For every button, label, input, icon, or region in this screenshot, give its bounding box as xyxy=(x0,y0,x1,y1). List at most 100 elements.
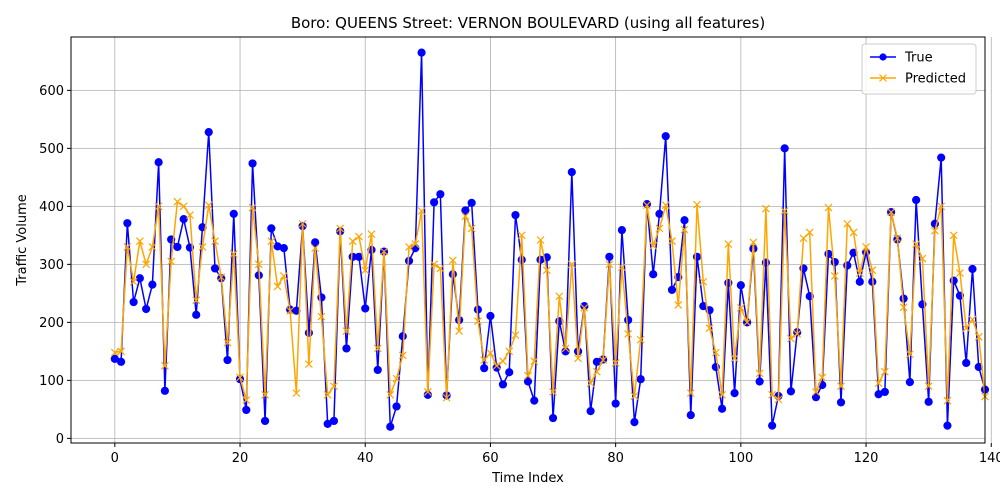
data-point xyxy=(949,231,958,240)
data-point xyxy=(849,228,858,237)
data-point xyxy=(123,243,132,251)
data-point xyxy=(736,303,745,312)
data-point xyxy=(511,210,520,220)
data-point xyxy=(173,242,182,252)
data-point xyxy=(630,392,639,400)
data-point xyxy=(605,260,614,269)
data-point xyxy=(624,315,633,325)
data-point xyxy=(211,237,219,246)
data-point xyxy=(636,335,645,344)
data-point xyxy=(786,387,796,396)
x-tick-label: 80 xyxy=(607,451,624,466)
data-point xyxy=(354,252,364,261)
data-point xyxy=(336,224,345,233)
data-point xyxy=(135,274,144,283)
data-point xyxy=(455,327,464,335)
data-point xyxy=(329,416,339,426)
data-point xyxy=(498,380,508,389)
data-point xyxy=(874,379,883,388)
data-point xyxy=(123,219,132,228)
data-point xyxy=(843,219,852,228)
data-point xyxy=(116,357,126,366)
data-point xyxy=(436,264,445,273)
data-point xyxy=(905,378,914,387)
data-point xyxy=(517,255,526,264)
data-point xyxy=(855,277,864,286)
data-point xyxy=(480,356,489,364)
x-tick-label: 20 xyxy=(232,451,249,466)
data-point xyxy=(499,357,507,366)
data-point xyxy=(968,315,977,324)
data-point xyxy=(204,128,213,137)
data-point xyxy=(799,234,808,243)
data-point xyxy=(392,374,401,383)
data-point xyxy=(173,197,182,206)
data-point xyxy=(361,304,370,313)
y-tick-label: 600 xyxy=(39,84,64,99)
data-point xyxy=(705,324,714,333)
data-point xyxy=(592,367,601,376)
data-point xyxy=(311,238,320,247)
data-point xyxy=(386,422,395,431)
data-point xyxy=(937,202,946,211)
data-point xyxy=(880,367,889,376)
data-point xyxy=(373,365,382,375)
data-point xyxy=(298,219,307,228)
data-point xyxy=(924,397,933,406)
data-point xyxy=(142,304,151,314)
data-point xyxy=(768,421,777,430)
data-point xyxy=(912,195,921,205)
data-point xyxy=(962,358,971,368)
x-tick-label: 40 xyxy=(357,451,374,466)
data-point xyxy=(380,247,388,256)
data-point xyxy=(160,361,169,370)
data-point xyxy=(548,413,558,423)
data-point xyxy=(649,270,658,279)
data-point xyxy=(198,243,207,251)
data-point xyxy=(924,382,933,391)
data-point xyxy=(217,273,226,282)
y-tick-label: 100 xyxy=(39,374,64,389)
data-point xyxy=(730,389,739,398)
data-point xyxy=(429,198,439,207)
plot-frame xyxy=(70,36,986,444)
data-point xyxy=(129,277,138,286)
data-point xyxy=(398,351,407,360)
data-point xyxy=(292,389,301,398)
data-point xyxy=(480,364,489,373)
data-point xyxy=(836,398,846,407)
data-point xyxy=(542,266,551,275)
data-point xyxy=(279,272,288,280)
data-point xyxy=(323,390,332,399)
data-point xyxy=(430,260,439,269)
data-point xyxy=(624,330,633,338)
data-point xyxy=(448,256,457,265)
data-point xyxy=(661,132,670,141)
data-point xyxy=(761,204,770,213)
data-point xyxy=(436,190,445,199)
data-point xyxy=(717,404,727,413)
data-point xyxy=(254,260,263,269)
data-point xyxy=(398,332,407,341)
data-point xyxy=(718,390,726,399)
data-point xyxy=(311,244,320,253)
data-point xyxy=(586,379,595,388)
data-point xyxy=(887,208,896,217)
data-point xyxy=(555,292,564,301)
data-point xyxy=(523,377,533,386)
data-point xyxy=(837,382,845,391)
data-point xyxy=(567,260,576,269)
data-point xyxy=(643,201,651,210)
x-tick-label: 0 xyxy=(111,451,119,466)
axis-ticks: 0 20 40 60 80 100 120 140 0 100 200 300 400 500 600 xyxy=(39,84,1000,466)
data-point xyxy=(680,216,689,225)
x-tick-label: 120 xyxy=(854,451,879,466)
data-point xyxy=(467,224,476,233)
data-point xyxy=(260,416,270,426)
data-point xyxy=(956,269,964,277)
data-point xyxy=(567,168,576,177)
data-point xyxy=(179,215,188,224)
data-point xyxy=(611,359,620,367)
